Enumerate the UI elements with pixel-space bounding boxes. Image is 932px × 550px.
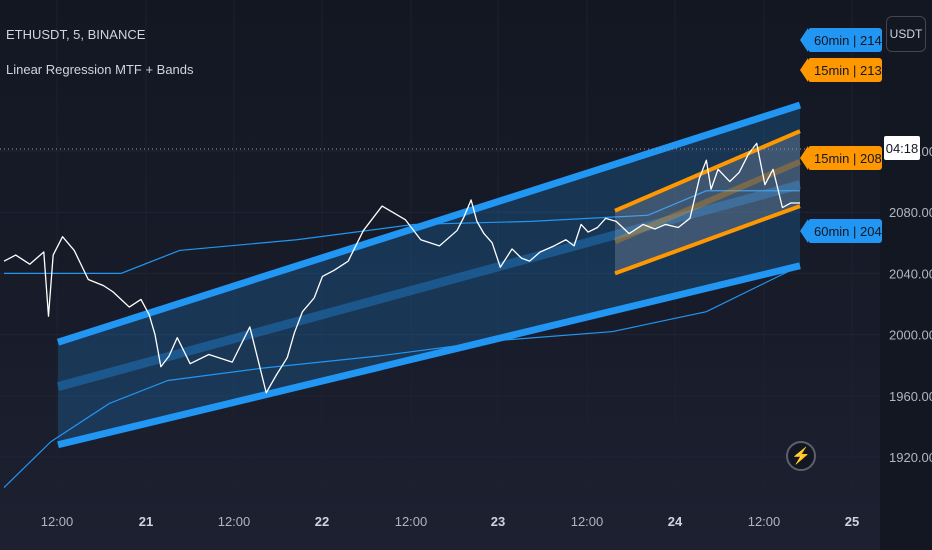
x-tick-label: 12:00	[748, 514, 781, 529]
x-tick-label: 12:00	[571, 514, 604, 529]
label-60min-lower: 60min | 2045.1	[800, 219, 900, 243]
x-tick-label: 25	[845, 514, 859, 529]
regression-60min-mid	[56, 180, 802, 391]
countdown-box	[884, 136, 920, 160]
x-tick-label: 23	[491, 514, 505, 529]
countdown-label: 04:18	[886, 141, 919, 156]
svg-text:60min | 2045.1: 60min | 2045.1	[814, 224, 900, 239]
regression-60min-fill	[58, 105, 800, 445]
price-axis	[880, 0, 932, 550]
indicator-title: Linear Regression MTF + Bands	[6, 62, 194, 77]
y-tick-label: 1960.00	[889, 389, 932, 404]
x-tick-label: 12:00	[395, 514, 428, 529]
mtf-upper-band	[4, 190, 800, 274]
regression-60min-lower	[57, 262, 801, 449]
label-15min-mid: 15min | 2084.24	[800, 146, 907, 170]
x-tick-label: 24	[668, 514, 683, 529]
x-tick-label: 12:00	[218, 514, 251, 529]
regression-15min-lower	[614, 204, 801, 276]
svg-text:15min | 2084.24: 15min | 2084.24	[814, 151, 907, 166]
svg-text:15min | 2133.98: 15min | 2133.98	[814, 63, 907, 78]
label-15min-upper: 15min | 2133.98	[800, 58, 907, 82]
currency-button[interactable]: USDT	[886, 16, 926, 52]
y-tick-label: 2000.00	[889, 328, 932, 343]
svg-text:60min | 2148.4: 60min | 2148.4	[814, 33, 900, 48]
regression-15min-mid	[613, 158, 802, 245]
label-60min-upper: 60min | 2148.4	[800, 28, 900, 52]
y-tick-label: 1920.00	[889, 450, 932, 465]
x-tick-label: 12:00	[41, 514, 74, 529]
y-tick-label: 2040.00	[889, 266, 932, 281]
symbol-title: ETHUSDT, 5, BINANCE	[6, 27, 146, 42]
x-tick-label: 21	[139, 514, 153, 529]
lightning-bolt-icon[interactable]: ⚡	[786, 441, 816, 471]
mtf-lower-band	[3, 265, 801, 489]
y-tick-label: 2080.00	[889, 205, 932, 220]
x-tick-label: 22	[315, 514, 329, 529]
price-line	[3, 142, 800, 394]
regression-15min-fill	[615, 131, 800, 274]
